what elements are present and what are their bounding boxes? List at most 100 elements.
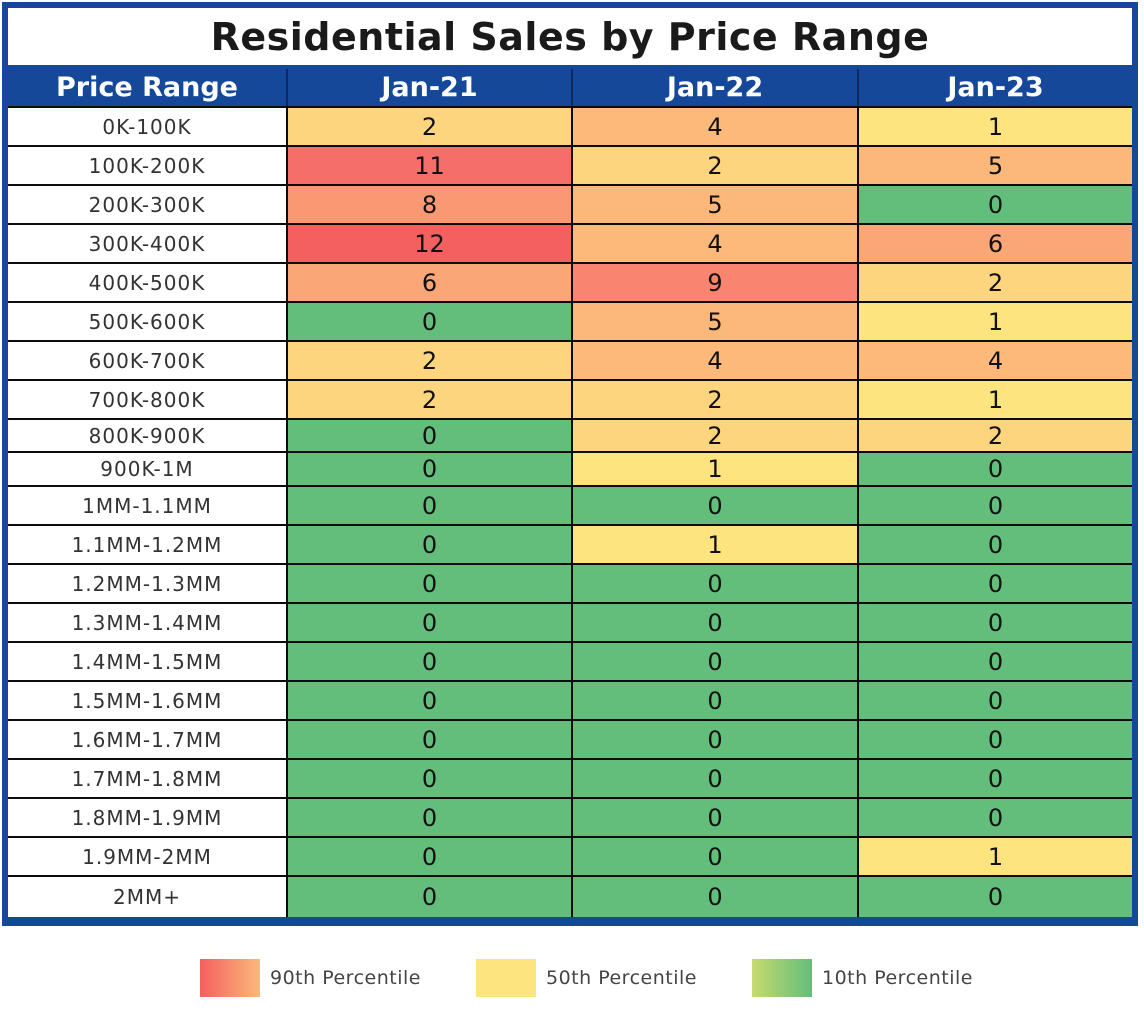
heatmap-cell: 1: [857, 838, 1132, 875]
table-row: 1MM-1.1MM 0 0 0: [8, 485, 1132, 524]
heatmap-cell: 0: [571, 487, 857, 524]
heatmap-cell: 0: [286, 721, 571, 758]
heatmap-cell: 9: [571, 264, 857, 301]
heatmap-cell: 0: [857, 565, 1132, 602]
heatmap-cell: 0: [857, 643, 1132, 680]
heatmap-cell: 6: [286, 264, 571, 301]
heatmap-cell: 0: [286, 799, 571, 836]
heatmap-cell: 0: [857, 760, 1132, 797]
heatmap-cell: 0: [286, 453, 571, 485]
price-range-label: 1.5MM-1.6MM: [8, 682, 286, 719]
heatmap-cell: 0: [286, 877, 571, 917]
heatmap-cell: 0: [857, 526, 1132, 563]
legend-10th-swatch: [752, 959, 812, 997]
legend-90th: 90th Percentile: [200, 958, 421, 998]
heatmap-cell: 1: [571, 526, 857, 563]
heatmap-cell: 2: [857, 264, 1132, 301]
table-row: 1.7MM-1.8MM 0 0 0: [8, 758, 1132, 797]
heatmap-cell: 2: [857, 420, 1132, 451]
chart-title: Residential Sales by Price Range: [8, 8, 1132, 65]
legend-50th-label: 50th Percentile: [546, 967, 697, 989]
table-row: 0K-100K 2 4 1: [8, 106, 1132, 145]
heatmap-cell: 1: [857, 303, 1132, 340]
heatmap-cell: 2: [286, 381, 571, 418]
heatmap-cell: 2: [571, 147, 857, 184]
legend-90th-swatch: [200, 959, 260, 997]
heatmap-table: Price Range Jan-21 Jan-22 Jan-23 0K-100K…: [8, 69, 1132, 917]
heatmap-cell: 0: [571, 877, 857, 917]
price-range-label: 300K-400K: [8, 225, 286, 262]
price-range-label: 1.6MM-1.7MM: [8, 721, 286, 758]
table-row: 100K-200K 11 2 5: [8, 145, 1132, 184]
price-range-label: 0K-100K: [8, 108, 286, 145]
heatmap-cell: 5: [571, 303, 857, 340]
price-range-label: 200K-300K: [8, 186, 286, 223]
heatmap-cell: 0: [857, 721, 1132, 758]
price-range-label: 1MM-1.1MM: [8, 487, 286, 524]
heatmap-cell: 0: [857, 453, 1132, 485]
heatmap-cell: 2: [286, 108, 571, 145]
table-row: 1.2MM-1.3MM 0 0 0: [8, 563, 1132, 602]
legend-50th-swatch: [476, 959, 536, 997]
heatmap-cell: 0: [286, 420, 571, 451]
heatmap-cell: 12: [286, 225, 571, 262]
heatmap-cell: 4: [857, 342, 1132, 379]
price-range-label: 1.2MM-1.3MM: [8, 565, 286, 602]
heatmap-cell: 0: [571, 799, 857, 836]
heatmap-cell: 0: [857, 877, 1132, 917]
table-row: 1.3MM-1.4MM 0 0 0: [8, 602, 1132, 641]
price-range-label: 1.1MM-1.2MM: [8, 526, 286, 563]
heatmap-cell: 0: [286, 643, 571, 680]
price-range-label: 1.3MM-1.4MM: [8, 604, 286, 641]
legend-90th-label: 90th Percentile: [270, 967, 421, 989]
table-row: 400K-500K 6 9 2: [8, 262, 1132, 301]
heatmap-cell: 11: [286, 147, 571, 184]
heatmap-cell: 2: [571, 381, 857, 418]
table-row: 2MM+ 0 0 0: [8, 875, 1132, 917]
heatmap-cell: 0: [857, 682, 1132, 719]
heatmap-cell: 1: [857, 381, 1132, 418]
heatmap-cell: 6: [857, 225, 1132, 262]
heatmap-cell: 0: [286, 526, 571, 563]
heatmap-cell: 0: [857, 487, 1132, 524]
table-row: 1.6MM-1.7MM 0 0 0: [8, 719, 1132, 758]
heatmap-cell: 0: [286, 760, 571, 797]
legend-50th: 50th Percentile: [476, 958, 697, 998]
heatmap-cell: 0: [571, 760, 857, 797]
header-jan-21: Jan-21: [286, 69, 571, 106]
legend-10th: 10th Percentile: [752, 958, 973, 998]
heatmap-cell: 0: [286, 682, 571, 719]
heatmap-cell: 0: [286, 604, 571, 641]
price-range-label: 900K-1M: [8, 453, 286, 485]
price-range-label: 1.8MM-1.9MM: [8, 799, 286, 836]
heatmap-cell: 2: [571, 420, 857, 451]
heatmap-cell: 5: [571, 186, 857, 223]
heatmap-cell: 1: [857, 108, 1132, 145]
price-range-label: 2MM+: [8, 877, 286, 917]
price-range-label: 1.9MM-2MM: [8, 838, 286, 875]
price-range-label: 400K-500K: [8, 264, 286, 301]
table-row: 1.5MM-1.6MM 0 0 0: [8, 680, 1132, 719]
heatmap-cell: 0: [571, 682, 857, 719]
price-range-label: 800K-900K: [8, 420, 286, 451]
heatmap-cell: 0: [571, 721, 857, 758]
heatmap-cell: 0: [286, 565, 571, 602]
heatmap-cell: 0: [286, 838, 571, 875]
heatmap-cell: 4: [571, 225, 857, 262]
table-row: 1.4MM-1.5MM 0 0 0: [8, 641, 1132, 680]
table-row: 1.1MM-1.2MM 0 1 0: [8, 524, 1132, 563]
heatmap-cell: 0: [571, 838, 857, 875]
table-row: 700K-800K 2 2 1: [8, 379, 1132, 418]
heatmap-cell: 0: [571, 565, 857, 602]
header-price-range: Price Range: [56, 72, 238, 103]
heatmap-cell: 2: [286, 342, 571, 379]
heatmap-cell: 5: [857, 147, 1132, 184]
header-jan-23: Jan-23: [857, 69, 1132, 106]
price-range-label: 100K-200K: [8, 147, 286, 184]
legend-10th-label: 10th Percentile: [822, 967, 973, 989]
table-row: 300K-400K 12 4 6: [8, 223, 1132, 262]
table-row: 500K-600K 0 5 1: [8, 301, 1132, 340]
heatmap-cell: 0: [857, 799, 1132, 836]
price-range-label: 600K-700K: [8, 342, 286, 379]
table-row: 900K-1M 0 1 0: [8, 451, 1132, 485]
